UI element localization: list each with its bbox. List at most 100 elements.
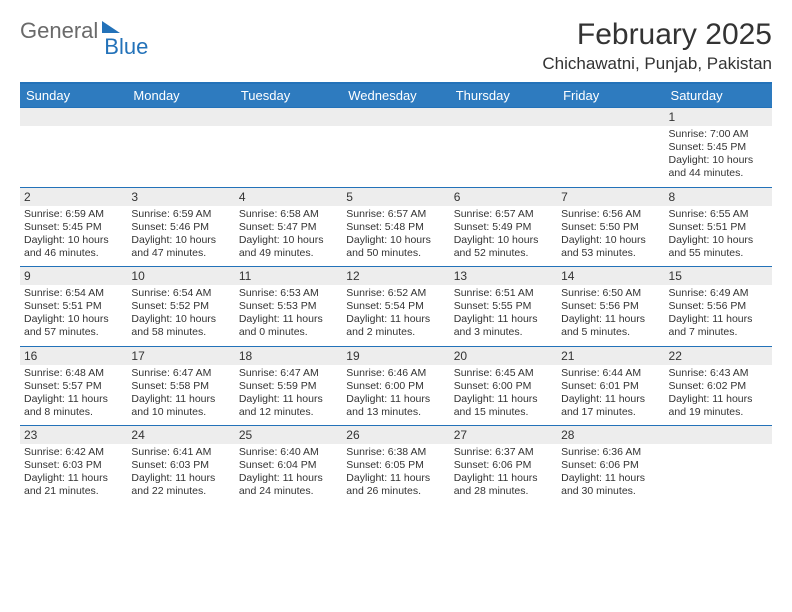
day-cell xyxy=(342,108,449,187)
week-row: 1Sunrise: 7:00 AMSunset: 5:45 PMDaylight… xyxy=(20,107,772,187)
day-number: 17 xyxy=(127,347,234,365)
day-number: 9 xyxy=(20,267,127,285)
sunrise-text: Sunrise: 6:50 AM xyxy=(561,287,660,300)
sunset-text: Sunset: 5:51 PM xyxy=(24,300,123,313)
daylight-text: Daylight: 11 hours and 12 minutes. xyxy=(239,393,338,419)
day-detail: Sunrise: 6:50 AMSunset: 5:56 PMDaylight:… xyxy=(557,285,664,346)
day-detail: Sunrise: 6:58 AMSunset: 5:47 PMDaylight:… xyxy=(235,206,342,267)
day-detail xyxy=(665,444,772,500)
day-cell: 17Sunrise: 6:47 AMSunset: 5:58 PMDayligh… xyxy=(127,347,234,426)
sunset-text: Sunset: 6:00 PM xyxy=(346,380,445,393)
sunrise-text: Sunrise: 6:52 AM xyxy=(346,287,445,300)
sunrise-text: Sunrise: 6:54 AM xyxy=(24,287,123,300)
day-cell: 20Sunrise: 6:45 AMSunset: 6:00 PMDayligh… xyxy=(450,347,557,426)
day-detail: Sunrise: 6:37 AMSunset: 6:06 PMDaylight:… xyxy=(450,444,557,505)
daylight-text: Daylight: 11 hours and 8 minutes. xyxy=(24,393,123,419)
sunrise-text: Sunrise: 6:41 AM xyxy=(131,446,230,459)
sunrise-text: Sunrise: 6:49 AM xyxy=(669,287,768,300)
day-number: 13 xyxy=(450,267,557,285)
daylight-text: Daylight: 10 hours and 53 minutes. xyxy=(561,234,660,260)
sunrise-text: Sunrise: 6:44 AM xyxy=(561,367,660,380)
day-cell: 21Sunrise: 6:44 AMSunset: 6:01 PMDayligh… xyxy=(557,347,664,426)
day-number: 24 xyxy=(127,426,234,444)
sunset-text: Sunset: 6:00 PM xyxy=(454,380,553,393)
day-detail: Sunrise: 6:49 AMSunset: 5:56 PMDaylight:… xyxy=(665,285,772,346)
day-cell xyxy=(127,108,234,187)
day-number xyxy=(342,108,449,126)
sunset-text: Sunset: 5:47 PM xyxy=(239,221,338,234)
daylight-text: Daylight: 11 hours and 19 minutes. xyxy=(669,393,768,419)
sunset-text: Sunset: 5:53 PM xyxy=(239,300,338,313)
day-detail: Sunrise: 6:40 AMSunset: 6:04 PMDaylight:… xyxy=(235,444,342,505)
day-cell: 15Sunrise: 6:49 AMSunset: 5:56 PMDayligh… xyxy=(665,267,772,346)
sunset-text: Sunset: 5:58 PM xyxy=(131,380,230,393)
day-number: 18 xyxy=(235,347,342,365)
day-number: 15 xyxy=(665,267,772,285)
sunset-text: Sunset: 6:06 PM xyxy=(454,459,553,472)
daylight-text: Daylight: 11 hours and 0 minutes. xyxy=(239,313,338,339)
day-number xyxy=(557,108,664,126)
sunset-text: Sunset: 5:49 PM xyxy=(454,221,553,234)
daylight-text: Daylight: 10 hours and 52 minutes. xyxy=(454,234,553,260)
day-detail: Sunrise: 6:48 AMSunset: 5:57 PMDaylight:… xyxy=(20,365,127,426)
sunrise-text: Sunrise: 7:00 AM xyxy=(669,128,768,141)
sunrise-text: Sunrise: 6:57 AM xyxy=(454,208,553,221)
daylight-text: Daylight: 11 hours and 30 minutes. xyxy=(561,472,660,498)
day-detail: Sunrise: 6:59 AMSunset: 5:45 PMDaylight:… xyxy=(20,206,127,267)
weekday-header-row: Sunday Monday Tuesday Wednesday Thursday… xyxy=(20,84,772,107)
sunset-text: Sunset: 5:45 PM xyxy=(669,141,768,154)
week-row: 16Sunrise: 6:48 AMSunset: 5:57 PMDayligh… xyxy=(20,346,772,426)
day-number xyxy=(665,426,772,444)
day-number: 16 xyxy=(20,347,127,365)
day-number: 27 xyxy=(450,426,557,444)
day-detail xyxy=(235,126,342,182)
day-cell: 27Sunrise: 6:37 AMSunset: 6:06 PMDayligh… xyxy=(450,426,557,505)
day-cell: 13Sunrise: 6:51 AMSunset: 5:55 PMDayligh… xyxy=(450,267,557,346)
daylight-text: Daylight: 11 hours and 28 minutes. xyxy=(454,472,553,498)
day-cell: 5Sunrise: 6:57 AMSunset: 5:48 PMDaylight… xyxy=(342,188,449,267)
day-number: 28 xyxy=(557,426,664,444)
day-number: 12 xyxy=(342,267,449,285)
title-block: February 2025 Chichawatni, Punjab, Pakis… xyxy=(542,18,772,74)
day-cell: 9Sunrise: 6:54 AMSunset: 5:51 PMDaylight… xyxy=(20,267,127,346)
day-number xyxy=(127,108,234,126)
day-detail: Sunrise: 6:54 AMSunset: 5:52 PMDaylight:… xyxy=(127,285,234,346)
day-cell: 11Sunrise: 6:53 AMSunset: 5:53 PMDayligh… xyxy=(235,267,342,346)
sunrise-text: Sunrise: 6:55 AM xyxy=(669,208,768,221)
day-detail: Sunrise: 6:57 AMSunset: 5:49 PMDaylight:… xyxy=(450,206,557,267)
daylight-text: Daylight: 11 hours and 21 minutes. xyxy=(24,472,123,498)
week-row: 23Sunrise: 6:42 AMSunset: 6:03 PMDayligh… xyxy=(20,425,772,505)
daylight-text: Daylight: 11 hours and 10 minutes. xyxy=(131,393,230,419)
daylight-text: Daylight: 11 hours and 5 minutes. xyxy=(561,313,660,339)
daylight-text: Daylight: 10 hours and 50 minutes. xyxy=(346,234,445,260)
day-cell xyxy=(450,108,557,187)
week-row: 2Sunrise: 6:59 AMSunset: 5:45 PMDaylight… xyxy=(20,187,772,267)
day-detail: Sunrise: 6:41 AMSunset: 6:03 PMDaylight:… xyxy=(127,444,234,505)
sunrise-text: Sunrise: 6:42 AM xyxy=(24,446,123,459)
day-number xyxy=(235,108,342,126)
day-detail: Sunrise: 6:53 AMSunset: 5:53 PMDaylight:… xyxy=(235,285,342,346)
sunrise-text: Sunrise: 6:46 AM xyxy=(346,367,445,380)
weekday-tuesday: Tuesday xyxy=(235,84,342,107)
day-number xyxy=(450,108,557,126)
day-cell: 3Sunrise: 6:59 AMSunset: 5:46 PMDaylight… xyxy=(127,188,234,267)
daylight-text: Daylight: 10 hours and 47 minutes. xyxy=(131,234,230,260)
day-number: 20 xyxy=(450,347,557,365)
day-number: 22 xyxy=(665,347,772,365)
daylight-text: Daylight: 10 hours and 49 minutes. xyxy=(239,234,338,260)
day-cell: 23Sunrise: 6:42 AMSunset: 6:03 PMDayligh… xyxy=(20,426,127,505)
sunset-text: Sunset: 6:01 PM xyxy=(561,380,660,393)
day-number: 23 xyxy=(20,426,127,444)
day-cell: 16Sunrise: 6:48 AMSunset: 5:57 PMDayligh… xyxy=(20,347,127,426)
day-cell xyxy=(665,426,772,505)
day-detail: Sunrise: 6:47 AMSunset: 5:58 PMDaylight:… xyxy=(127,365,234,426)
day-number: 8 xyxy=(665,188,772,206)
daylight-text: Daylight: 11 hours and 26 minutes. xyxy=(346,472,445,498)
daylight-text: Daylight: 10 hours and 58 minutes. xyxy=(131,313,230,339)
day-detail: Sunrise: 6:51 AMSunset: 5:55 PMDaylight:… xyxy=(450,285,557,346)
sunset-text: Sunset: 5:50 PM xyxy=(561,221,660,234)
day-detail: Sunrise: 6:54 AMSunset: 5:51 PMDaylight:… xyxy=(20,285,127,346)
day-cell: 2Sunrise: 6:59 AMSunset: 5:45 PMDaylight… xyxy=(20,188,127,267)
sunrise-text: Sunrise: 6:37 AM xyxy=(454,446,553,459)
logo: General Blue xyxy=(20,18,148,44)
